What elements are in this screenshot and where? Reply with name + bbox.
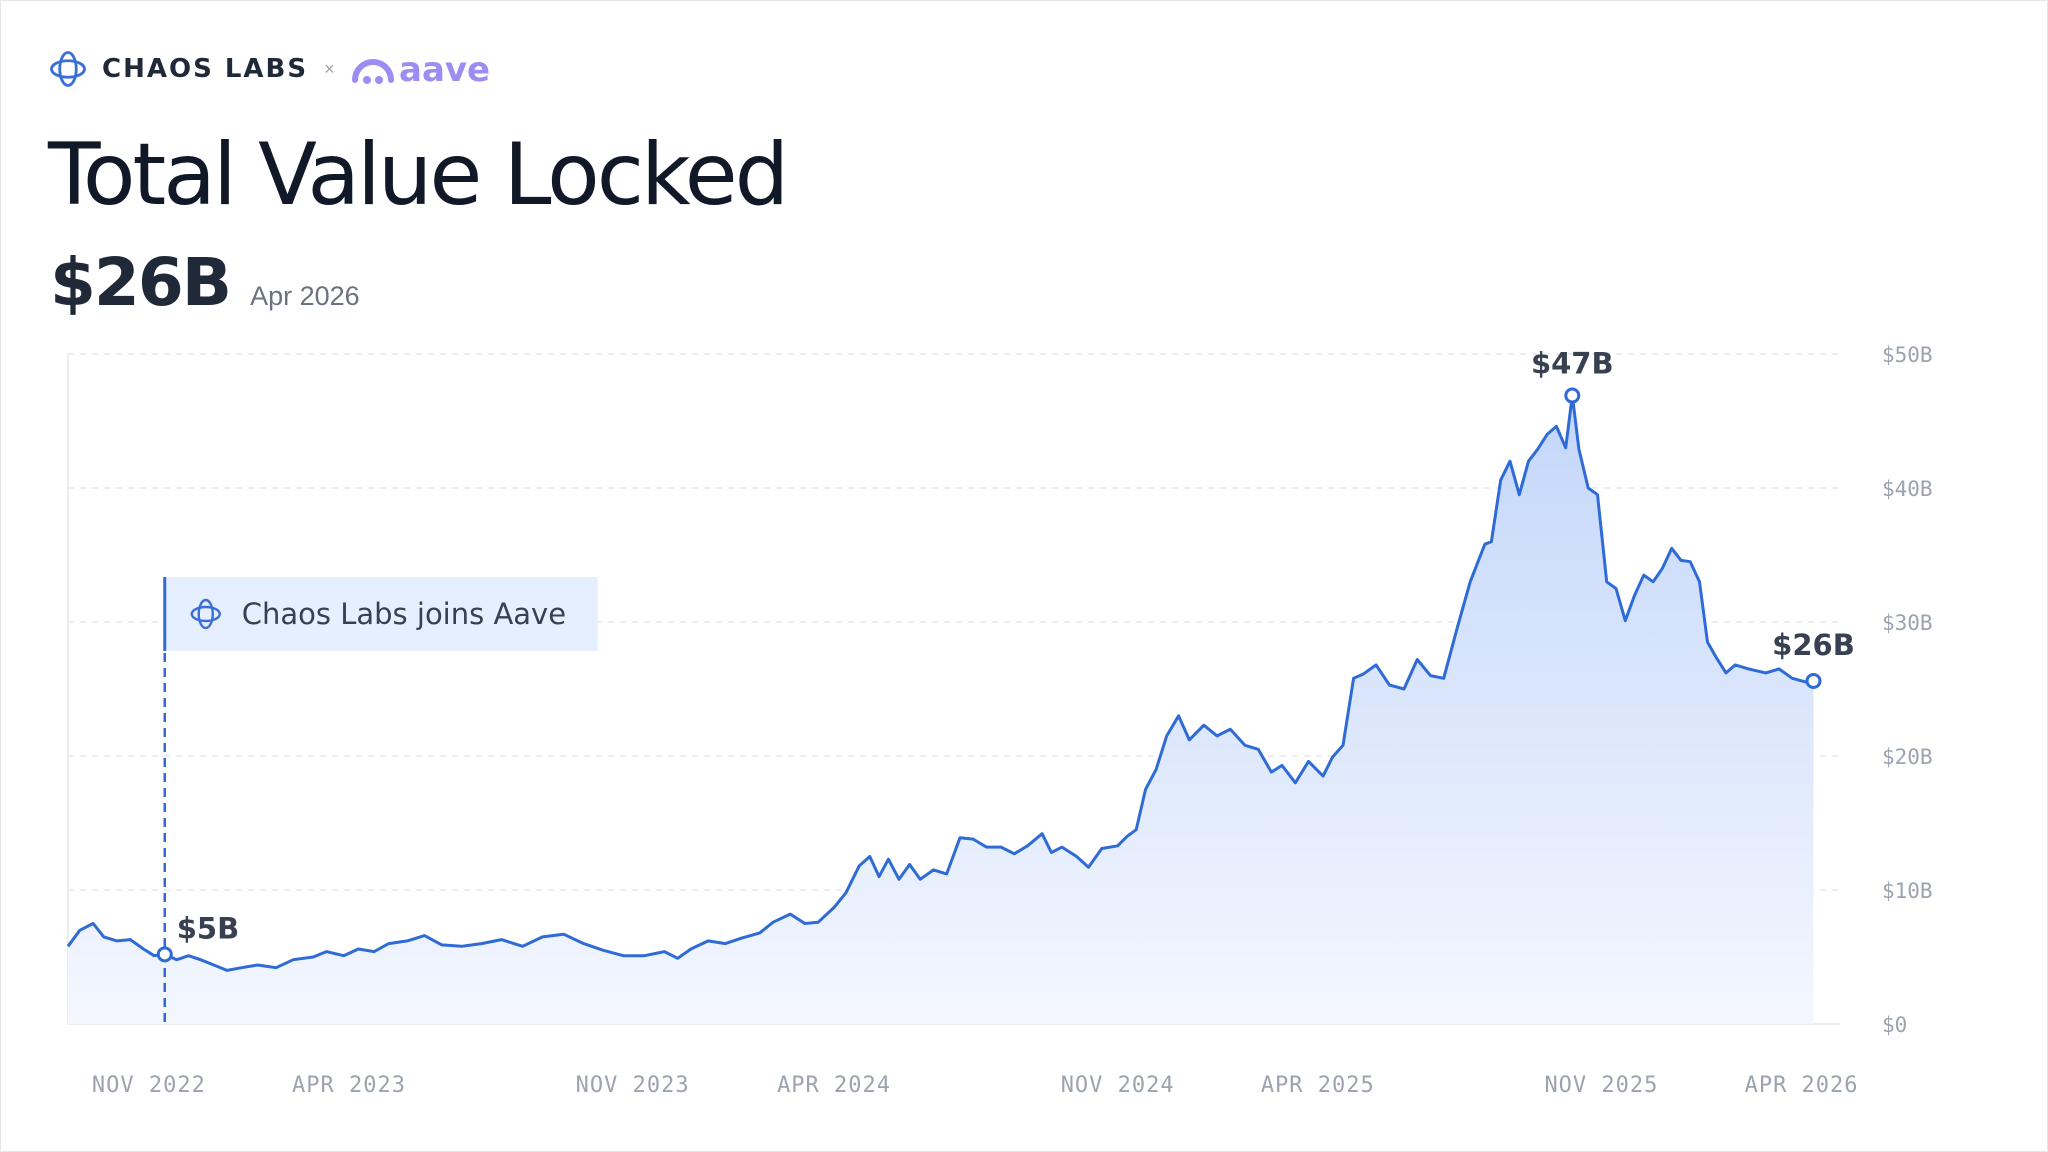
x-tick-label: NOV 2023 xyxy=(576,1073,690,1098)
y-tick-label: $40B xyxy=(1882,477,1933,501)
separator: × xyxy=(324,58,335,79)
icon-ring xyxy=(197,598,214,630)
x-tick-label: APR 2026 xyxy=(1745,1073,1859,1098)
y-tick-label: $0 xyxy=(1882,1013,1907,1037)
x-axis: NOV 2022 APR 2023 NOV 2023 APR 2024 NOV 2024… xyxy=(92,1073,1859,1098)
kpi-value: $26B xyxy=(50,244,232,321)
y-tick-label: $30B xyxy=(1882,611,1933,635)
x-tick-label: NOV 2024 xyxy=(1061,1073,1175,1098)
event-callout xyxy=(164,577,598,651)
y-axis: $50B $40B $30B $20B $10B $0 xyxy=(1882,343,1933,1037)
x-tick-label: NOV 2025 xyxy=(1544,1073,1658,1098)
point-label: $26B xyxy=(1772,628,1855,662)
icon-ring xyxy=(190,605,221,623)
kpi: $26B Apr 2026 xyxy=(50,244,360,321)
aave-logo-icon: aave xyxy=(351,50,490,88)
chaos-labs-logo-icon xyxy=(190,598,221,630)
x-tick-label: NOV 2022 xyxy=(92,1073,206,1098)
chaos-labs-logo-icon xyxy=(50,51,86,87)
x-tick-label: APR 2023 xyxy=(292,1073,406,1098)
y-tick-label: $10B xyxy=(1882,879,1933,903)
point-label: $47B xyxy=(1531,347,1614,381)
brand-name: CHAOS LABS xyxy=(102,54,309,84)
page-title: Total Value Locked xyxy=(48,125,789,225)
point-marker xyxy=(1564,387,1581,404)
point-markers: $5B $47B $26B xyxy=(156,347,1855,963)
event-label: Chaos Labs joins Aave xyxy=(242,597,566,631)
partner-name: aave xyxy=(399,50,490,88)
kpi-date: Apr 2026 xyxy=(250,281,360,311)
point-marker xyxy=(1805,672,1822,689)
tvl-line xyxy=(66,394,1814,972)
x-tick-label: APR 2024 xyxy=(777,1073,891,1098)
brand-header: CHAOS LABS × aave xyxy=(46,44,511,94)
x-tick-label: APR 2025 xyxy=(1261,1073,1375,1098)
point-marker xyxy=(156,946,173,963)
event-annotation: Chaos Labs joins Aave xyxy=(163,577,598,1024)
plot-area xyxy=(66,394,1814,1024)
point-label: $5B xyxy=(177,911,239,945)
tvl-area xyxy=(68,395,1814,1024)
y-tick-label: $50B xyxy=(1882,343,1933,367)
y-tick-label: $20B xyxy=(1882,745,1933,769)
